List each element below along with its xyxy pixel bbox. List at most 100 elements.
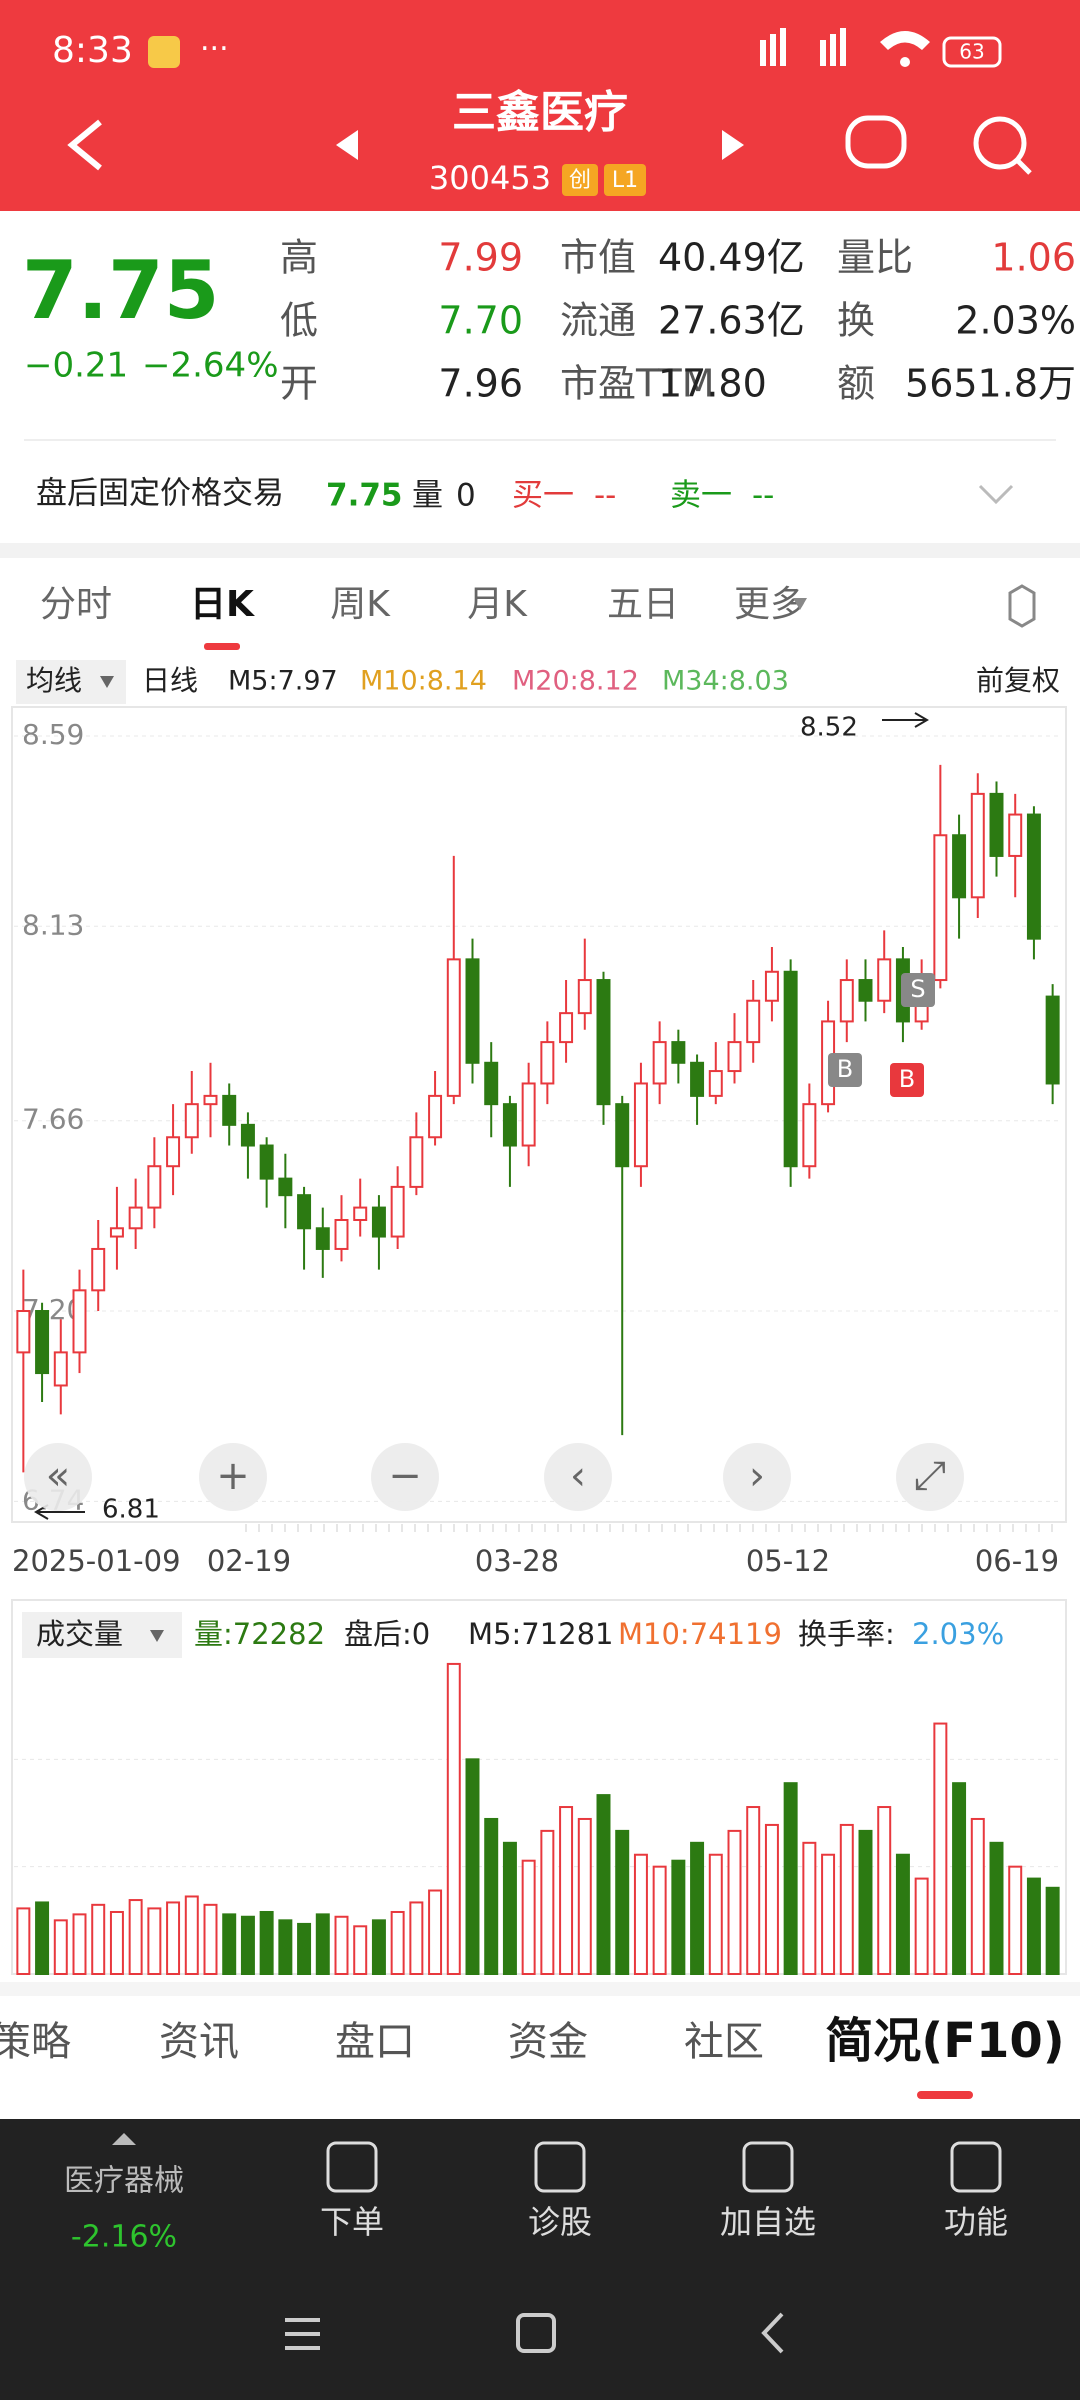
candle-body [1008,813,1023,857]
period-tab[interactable]: 日K [190,584,255,625]
bottom-tab[interactable]: 策略 [0,2019,71,2065]
volume-bar [1008,1865,1023,1975]
prev-stock[interactable] [336,130,358,160]
chart-control[interactable] [24,1443,92,1511]
action-icon [534,2141,586,2193]
back[interactable] [67,119,102,171]
candle-body [877,958,892,1002]
up-arrow [112,2133,136,2145]
stat-value: 7.99 [438,236,523,280]
ma-selector[interactable]: 均线 [26,664,82,697]
high-arrow [882,712,929,728]
trade-marker-bg [828,1053,862,1087]
signal-icons [760,28,930,67]
stat-label: 低 [280,299,318,343]
settings[interactable] [1008,584,1036,628]
period-tab[interactable]: 月K [467,584,528,625]
volume-bar [652,1865,667,1975]
candle-body [446,958,461,1097]
period-tab[interactable]: 更多 [734,584,806,625]
chart-control[interactable] [371,1443,439,1511]
volume-bar [521,1859,536,1976]
candle-body [671,1041,686,1064]
period-tab[interactable]: 分时 [40,584,112,625]
volume-bar [615,1829,630,1976]
volume-bar [91,1903,106,1975]
volume-bar [446,1662,461,1975]
low-annotation: 6.81 [102,1495,160,1525]
next-stock[interactable] [722,130,744,160]
stat-value: 7.96 [438,362,523,406]
candle-body [502,1103,517,1147]
candle-body [390,1185,405,1238]
ma34: M34:8.03 [662,666,789,697]
volume-bar [109,1910,124,1976]
tab-indicator [204,643,240,650]
volume-bar [353,1925,368,1975]
dots: ··· [200,32,229,67]
bottom-tab[interactable]: 资讯 [159,2019,239,2065]
candle-body [933,834,948,982]
action-label[interactable]: 加自选 [720,2203,816,2241]
chart-control[interactable] [199,1443,267,1511]
trade-marker-bg [901,973,935,1007]
stat-label: 换 [837,299,875,343]
bottom-tab[interactable]: 社区 [684,2019,764,2065]
x-tick-label: 03-28 [475,1544,559,1578]
volume-title[interactable]: 成交量 [36,1617,123,1651]
volume-bar [690,1841,705,1975]
candle-body [353,1206,368,1221]
bid: -- [594,478,616,514]
stat-label: 市值 [560,236,636,280]
bottom-tab[interactable]: 资金 [508,2019,588,2065]
battery-level: 63 [959,40,984,64]
volume-bar [502,1841,517,1975]
chart-control[interactable] [896,1443,964,1511]
volume-bar [409,1901,424,1976]
volume-bar [184,1895,199,1975]
period-tab[interactable]: 周K [330,584,391,625]
period-tab[interactable]: 五日 [607,584,679,625]
candle-body [690,1061,705,1097]
action-icon [742,2141,794,2193]
candle-body [652,1041,667,1085]
bottom-tab[interactable]: 简况(F10) [825,2013,1064,2069]
sector-name[interactable]: 医疗器械 [64,2164,184,2199]
ma10: M10:8.14 [360,666,487,697]
robot-icon[interactable] [845,115,907,169]
search-icon[interactable] [973,116,1027,170]
candle-body [540,1041,555,1085]
y-tick-label: 8.13 [22,908,84,941]
volume-bar [53,1919,68,1976]
action-label[interactable]: 下单 [320,2203,384,2241]
stat-value: 27.63亿 [658,299,805,343]
volume-bar [484,1817,499,1976]
candle-body [147,1165,162,1209]
high-annotation: 8.52 [800,713,858,743]
expand[interactable] [978,484,1014,505]
after-hours-volume: 0 [456,478,476,514]
action-label[interactable]: 诊股 [528,2203,592,2241]
bottom-tab[interactable]: 盘口 [335,2019,415,2065]
candle-body [16,1310,31,1354]
y-tick-label: 8.59 [22,718,84,751]
vol-m10: M10:74119 [618,1617,782,1651]
x-tick-label: 06-19 [975,1544,1059,1578]
volume-bar [970,1817,985,1976]
volume-bar [371,1919,386,1976]
chart-control-icon: ‹ [570,1453,586,1499]
candle-body [91,1247,106,1292]
volume-bar [465,1758,480,1976]
candle-body [858,979,873,1002]
volume-bar [559,1806,574,1975]
volume-bar [821,1853,836,1975]
dropdown [100,676,114,688]
chart-control[interactable] [544,1443,612,1511]
action-label[interactable]: 功能 [944,2203,1008,2241]
candle-body [428,1094,443,1139]
chart-control[interactable] [723,1443,791,1511]
candle-body [559,1012,574,1044]
volume-bar [783,1782,798,1975]
candle-body [596,979,611,1106]
stat-value: 5651.8万 [905,362,1076,406]
